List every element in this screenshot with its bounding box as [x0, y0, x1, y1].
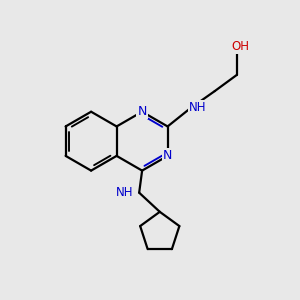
Text: N: N	[137, 105, 147, 118]
Text: N: N	[163, 149, 172, 162]
Text: NH: NH	[116, 186, 134, 199]
Text: NH: NH	[189, 101, 207, 114]
Text: OH: OH	[231, 40, 249, 52]
